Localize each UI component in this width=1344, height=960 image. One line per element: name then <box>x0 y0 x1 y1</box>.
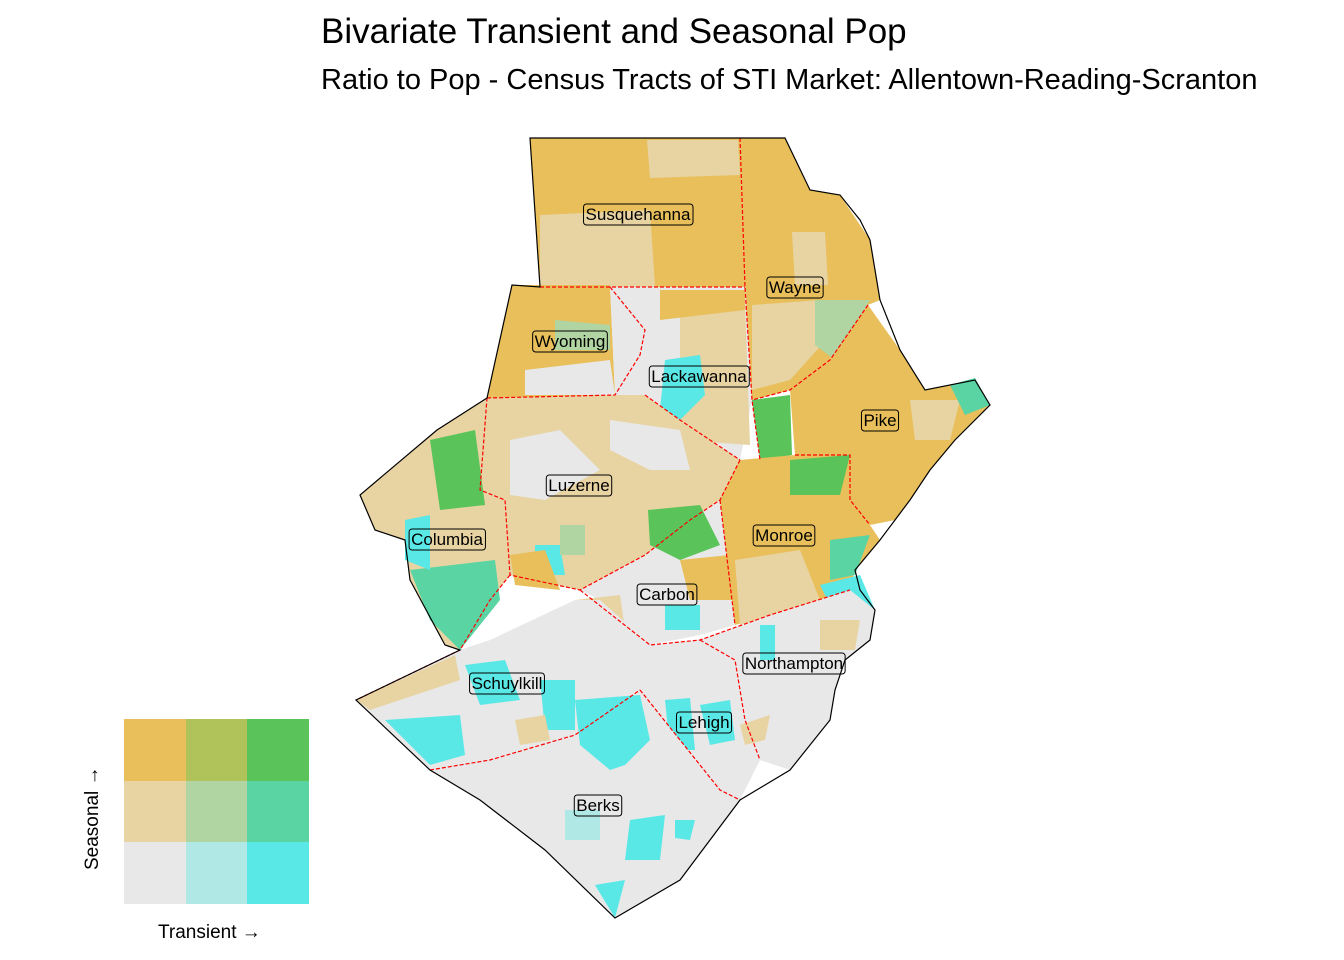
svg-text:Wyoming: Wyoming <box>535 332 606 351</box>
svg-text:Schuylkill: Schuylkill <box>472 674 543 693</box>
county-label-schuylkill: Schuylkill <box>469 672 545 695</box>
svg-text:Berks: Berks <box>576 796 619 815</box>
legend-cell-1-2 <box>247 780 309 843</box>
svg-text:Monroe: Monroe <box>755 526 813 545</box>
county-label-lackawanna: Lackawanna <box>648 365 750 388</box>
county-label-berks: Berks <box>573 794 623 817</box>
map-title: Bivariate Transient and Seasonal Pop <box>321 12 907 51</box>
county-berks-fill <box>430 690 740 918</box>
svg-text:Lehigh: Lehigh <box>678 713 729 732</box>
county-labels: Susquehanna Wayne Wyoming Lackawanna Pike Luz… <box>408 203 900 817</box>
legend-cell-1-1 <box>185 780 248 843</box>
svg-text:Northampton: Northampton <box>745 654 843 673</box>
legend-cell-2-2 <box>247 842 309 904</box>
svg-text:Luzerne: Luzerne <box>548 476 609 495</box>
map-subtitle: Ratio to Pop - Census Tracts of STI Mark… <box>321 64 1258 96</box>
county-label-carbon: Carbon <box>636 583 698 606</box>
svg-text:Wayne: Wayne <box>769 278 821 297</box>
legend-cell-0-1 <box>185 719 248 781</box>
county-label-lehigh: Lehigh <box>675 711 733 734</box>
county-lehigh-fill <box>640 640 760 800</box>
svg-text:Lackawanna: Lackawanna <box>651 367 747 386</box>
bivariate-legend <box>124 719 309 904</box>
legend-cell-0-0 <box>124 719 186 781</box>
county-label-luzerne: Luzerne <box>545 474 613 497</box>
svg-text:Columbia: Columbia <box>411 530 483 549</box>
market-outer-border <box>354 137 991 919</box>
county-label-columbia: Columbia <box>408 528 486 551</box>
county-label-northampton: Northampton <box>742 652 846 675</box>
legend-cell-1-0 <box>124 780 186 843</box>
county-label-wyoming: Wyoming <box>532 330 608 353</box>
legend-y-label: Seasonal → <box>82 766 103 870</box>
county-label-susquehanna: Susquehanna <box>583 203 694 226</box>
county-label-wayne: Wayne <box>766 276 824 299</box>
legend-x-label: Transient → <box>158 922 261 943</box>
legend-cell-2-0 <box>124 842 186 904</box>
tract-fills <box>356 138 990 918</box>
legend-cell-0-2 <box>247 719 309 781</box>
svg-text:Pike: Pike <box>863 411 896 430</box>
county-label-pike: Pike <box>860 409 900 432</box>
county-pike-fill <box>790 305 990 525</box>
county-label-monroe: Monroe <box>752 524 816 547</box>
legend-cell-2-1 <box>185 842 248 904</box>
svg-text:Susquehanna: Susquehanna <box>586 205 691 224</box>
svg-text:Carbon: Carbon <box>639 585 695 604</box>
